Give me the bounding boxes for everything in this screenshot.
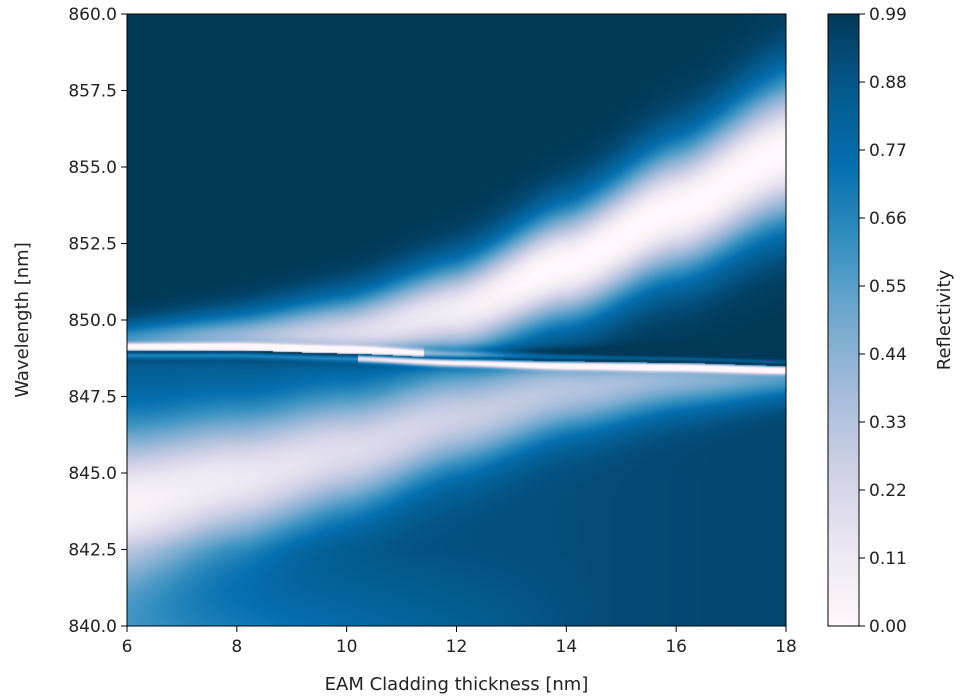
colorbar-fill [828,14,859,626]
y-tick-label: 847.5 [68,388,117,408]
colorbar-tick-label: 0.44 [869,345,907,365]
colorbar-label: Reflectivity [934,269,955,370]
heatmap-surface [127,14,786,626]
x-axis-ticks: 6 8 10 12 14 16 18 [122,626,797,657]
colorbar: 0.00 0.11 0.22 0.33 0.44 0.55 0.66 0.77 0.88 0.99… [827,5,955,637]
y-axis-label: Wavelength [nm] [12,242,33,398]
y-tick-label: 845.0 [68,464,117,484]
x-tick-label: 18 [775,637,797,657]
y-tick-label: 857.5 [68,82,117,102]
colorbar-tick-label: 0.55 [869,277,907,297]
y-tick-label: 850.0 [68,311,117,331]
x-tick-label: 12 [446,637,468,657]
x-tick-label: 16 [665,637,687,657]
colorbar-tick-label: 0.66 [869,209,907,229]
y-tick-label: 842.5 [68,541,117,561]
y-axis-ticks: 840.0 842.5 845.0 847.5 850.0 852.5 855.0 857.5… [68,5,127,637]
y-tick-label: 840.0 [68,617,117,637]
colorbar-tick-label: 0.00 [869,617,907,637]
colorbar-tick-label: 0.88 [869,73,907,93]
colorbar-tick-label: 0.33 [869,413,907,433]
y-tick-label: 860.0 [68,5,117,25]
plot-area [126,13,787,627]
x-tick-label: 14 [556,637,578,657]
colorbar-tick-label: 0.77 [869,141,907,161]
colorbar-tick-label: 0.11 [869,549,907,569]
colorbar-tick-label: 0.22 [869,481,907,501]
colorbar-tick-label: 0.99 [869,5,907,25]
y-tick-label: 852.5 [68,235,117,255]
x-tick-label: 8 [231,637,242,657]
colorbar-ticks: 0.00 0.11 0.22 0.33 0.44 0.55 0.66 0.77 0.88 0.99 [859,5,907,637]
y-tick-label: 855.0 [68,158,117,178]
x-tick-label: 6 [122,637,133,657]
x-axis-label: EAM Cladding thickness [nm] [325,674,589,695]
colorbar-frame [827,13,860,627]
x-tick-label: 10 [336,637,358,657]
